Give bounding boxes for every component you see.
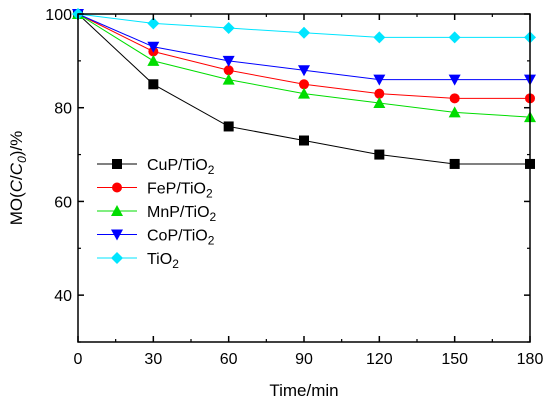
legend-label-sub: 2	[206, 187, 213, 201]
data-point	[448, 106, 461, 118]
x-tick-label: 120	[366, 351, 393, 368]
series-5	[72, 8, 536, 44]
legend-marker	[111, 229, 123, 241]
data-point	[147, 17, 160, 30]
legend-label: CuP/TiO2	[147, 157, 215, 177]
data-point	[223, 65, 234, 76]
data-point	[148, 79, 159, 90]
y-axis-title-c0: C	[7, 162, 26, 175]
data-point	[449, 158, 460, 169]
plot-frame	[77, 13, 531, 343]
series-4	[72, 9, 536, 86]
data-point	[147, 41, 160, 53]
legend-marker	[111, 205, 123, 216]
y-tick-label: 60	[54, 194, 72, 211]
data-point	[374, 149, 385, 160]
x-tick-label: 150	[441, 351, 468, 368]
legend-label: FeP/TiO2	[147, 181, 213, 201]
y-tick-label: 80	[54, 101, 72, 118]
y-tick-label: 40	[54, 288, 72, 305]
data-point	[222, 22, 235, 35]
x-tick-label: 0	[74, 351, 83, 368]
legend-label-main: CuP/TiO	[147, 157, 208, 174]
legend-item: MnP/TiO2	[97, 204, 217, 224]
y-axis-title-suffix: )/%	[7, 131, 26, 157]
data-point	[449, 93, 460, 104]
data-point	[298, 87, 310, 99]
legend-label-main: CoP/TiO	[147, 228, 208, 245]
y-axis-title-slash: /	[7, 175, 26, 180]
data-point	[298, 26, 310, 39]
data-point	[298, 65, 310, 77]
data-point	[373, 74, 386, 86]
y-axis-title-sub0: 0	[15, 156, 29, 163]
legend-label-main: FeP/TiO	[147, 181, 206, 198]
data-point	[223, 121, 234, 132]
y-axis-title: MO(C/C0)/%	[7, 131, 29, 226]
data-point	[373, 31, 386, 44]
legend-marker	[112, 182, 122, 193]
legend-label-sub: 2	[208, 234, 215, 248]
series-3	[72, 8, 536, 123]
data-point	[222, 55, 235, 67]
legend-marker	[111, 252, 123, 264]
data-point	[374, 88, 385, 99]
data-point	[448, 74, 461, 86]
legend-item: FeP/TiO2	[97, 181, 213, 201]
legend-item: CoP/TiO2	[97, 228, 215, 248]
legend-item: CuP/TiO2	[97, 157, 215, 177]
data-point	[222, 73, 235, 85]
legend-label-main: TiO	[147, 251, 172, 268]
y-tick-label: 100	[45, 7, 72, 24]
x-tick-label: 180	[517, 351, 544, 368]
legend-label-sub: 2	[208, 163, 215, 177]
y-axis-title-c: C	[7, 179, 26, 192]
legend-label-sub: 2	[172, 257, 179, 271]
x-tick-label: 90	[295, 351, 313, 368]
data-point	[448, 31, 461, 44]
series-layer	[72, 8, 536, 169]
axes-layer: 0 30 60 90 120 150 180 40 60 80 100	[45, 7, 543, 368]
legend-item: TiO2	[97, 251, 179, 271]
data-point	[299, 135, 309, 146]
data-point	[373, 97, 386, 109]
legend-label-main: MnP/TiO	[147, 204, 210, 221]
x-tick-label: 60	[220, 351, 238, 368]
data-point	[299, 79, 309, 90]
legend-marker	[112, 159, 122, 169]
x-tick-label: 30	[144, 351, 162, 368]
legend-label-sub: 2	[210, 210, 217, 224]
legend-label: TiO2	[147, 251, 179, 271]
y-axis-title-prefix: MO(	[7, 192, 26, 225]
x-axis-title: Time/min	[269, 381, 338, 400]
legend-label: MnP/TiO2	[147, 204, 217, 224]
data-point	[147, 54, 160, 66]
legend-label: CoP/TiO2	[147, 228, 215, 248]
